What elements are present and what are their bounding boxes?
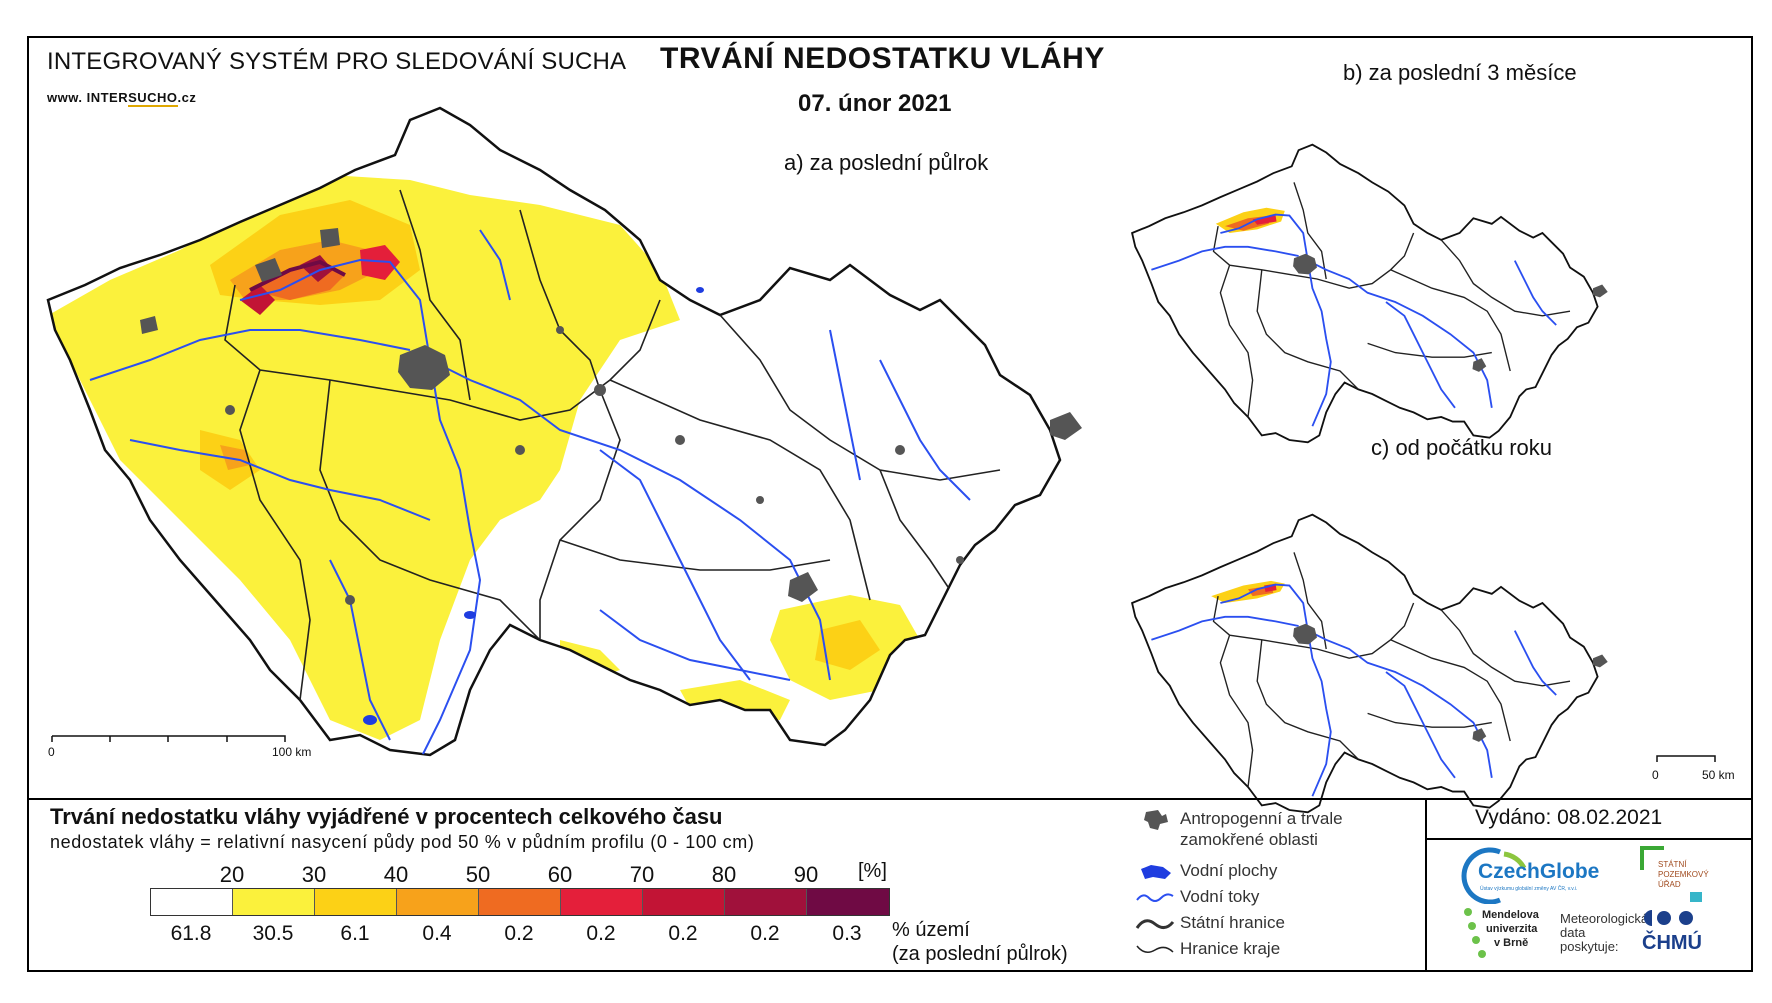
color-swatch bbox=[233, 889, 315, 915]
legend-water-bodies-label: Vodní plochy bbox=[1180, 861, 1278, 880]
area-note-line2: (za poslední půlrok) bbox=[892, 943, 1068, 965]
legend-region-border-label: Hranice kraje bbox=[1180, 939, 1281, 958]
scale-bar-small bbox=[1656, 755, 1716, 762]
panel-b-title: b) za poslední 3 měsíce bbox=[1343, 60, 1577, 85]
threshold-label: 60 bbox=[547, 862, 573, 887]
map-b bbox=[1131, 143, 1608, 444]
spu-logo-icon bbox=[1640, 846, 1664, 870]
legend-state-border: Státní hranice bbox=[1130, 912, 1285, 936]
area-percent: 0.2 bbox=[504, 922, 534, 945]
area-percent: 61.8 bbox=[170, 922, 212, 945]
scale-small-start: 0 bbox=[1652, 768, 1659, 782]
legend-anthropogenic-line2: zamokřené oblasti bbox=[1180, 830, 1318, 849]
legend-thresholds: 20 30 40 50 60 70 80 90 bbox=[150, 862, 890, 887]
issued-box bbox=[1425, 798, 1753, 840]
color-scale-bar bbox=[150, 888, 890, 916]
color-swatch bbox=[315, 889, 397, 915]
color-swatch bbox=[561, 889, 643, 915]
area-percent: 30.5 bbox=[252, 922, 294, 945]
threshold-label: 20 bbox=[219, 862, 245, 887]
scale-bar-main bbox=[51, 735, 286, 742]
logos-panel bbox=[1425, 840, 1753, 972]
threshold-label: 80 bbox=[711, 862, 737, 887]
spu-line3: ÚŘAD bbox=[1658, 880, 1681, 889]
panel-a-title: a) za poslední půlrok bbox=[784, 150, 989, 175]
gray-blob-icon bbox=[1130, 808, 1180, 832]
issued-date: Vydáno: 08.02.2021 bbox=[1475, 806, 1663, 829]
threshold-label: 40 bbox=[383, 862, 409, 887]
meteo-provider-note: Meteorologická data poskytuje: bbox=[1560, 912, 1648, 954]
area-note-line1: % území bbox=[892, 919, 970, 941]
anthropogenic-areas-main bbox=[140, 228, 1082, 605]
mendel-line2: univerzita bbox=[1486, 923, 1538, 935]
color-swatch bbox=[725, 889, 807, 915]
czechglobe-logo: CzechGlobe bbox=[1478, 860, 1600, 883]
mendel-line1: Mendelova bbox=[1482, 909, 1539, 921]
blue-blob-icon bbox=[1130, 860, 1180, 884]
color-swatch bbox=[151, 889, 233, 915]
legend-rivers: Vodní toky bbox=[1130, 886, 1259, 910]
color-swatch bbox=[397, 889, 479, 915]
chmu-logo: ČHMÚ bbox=[1642, 932, 1702, 954]
legend-anthropogenic-line1: Antropogenní a trvale bbox=[1180, 809, 1343, 828]
www-prefix: www. INTER bbox=[47, 90, 129, 105]
website-link[interactable]: www. INTERSUCHO.cz bbox=[47, 90, 197, 107]
main-title: TRVÁNÍ NEDOSTATKU VLÁHY bbox=[660, 42, 1105, 75]
legend-anthropogenic: Antropogenní a trvale zamokřené oblasti bbox=[1130, 808, 1343, 850]
legend-title: Trvání nedostatku vláhy vyjádřené v proc… bbox=[50, 804, 723, 829]
mendel-line3: v Brně bbox=[1494, 937, 1529, 949]
threshold-label: 70 bbox=[629, 862, 655, 887]
threshold-label: 30 bbox=[301, 862, 327, 887]
spu-line1: STÁTNÍ bbox=[1658, 860, 1687, 869]
area-percent: 0.2 bbox=[668, 922, 698, 945]
scale-small-end: 50 km bbox=[1702, 768, 1735, 782]
czechglobe-subtitle: Ústav výzkumu globální změny AV ČR, v.v.… bbox=[1480, 886, 1578, 892]
area-percent: 6.1 bbox=[340, 922, 370, 945]
color-swatch bbox=[479, 889, 561, 915]
meteo-line2: data bbox=[1560, 925, 1586, 940]
color-swatch bbox=[807, 889, 889, 915]
system-title: INTEGROVANÝ SYSTÉM PRO SLEDOVÁNÍ SUCHA bbox=[47, 48, 627, 75]
region-borders-main bbox=[224, 189, 1001, 701]
scale-main-end: 100 km bbox=[272, 745, 312, 759]
blue-wave-icon bbox=[1130, 886, 1180, 910]
single-wave-icon bbox=[1130, 938, 1180, 962]
area-percent: 0.2 bbox=[586, 922, 616, 945]
www-brand: SUCHO bbox=[128, 90, 178, 107]
scale-main-start: 0 bbox=[48, 745, 55, 759]
main-map bbox=[46, 106, 1082, 757]
area-percent: 0.4 bbox=[422, 922, 452, 945]
map-c bbox=[1131, 513, 1608, 814]
legend-panel bbox=[27, 798, 1753, 972]
spu-accent-icon bbox=[1690, 892, 1702, 902]
czechglobe-logo-icon bbox=[1461, 847, 1527, 904]
legend-state-border-label: Státní hranice bbox=[1180, 913, 1285, 932]
spu-logo: STÁTNÍ POZEMKOVÝ ÚŘAD bbox=[1658, 860, 1709, 890]
area-percent: 0.3 bbox=[832, 922, 862, 945]
legend-unit: [%] bbox=[858, 860, 887, 882]
threshold-label: 50 bbox=[465, 862, 491, 887]
meteo-line1: Meteorologická bbox=[1560, 911, 1649, 926]
legend-subtitle: nedostatek vláhy = relativní nasycení pů… bbox=[50, 832, 755, 852]
chmu-symbol-icon bbox=[1644, 910, 1693, 926]
spu-line2: POZEMKOVÝ bbox=[1658, 870, 1709, 879]
threshold-label: 90 bbox=[793, 862, 819, 887]
water-bodies-main bbox=[363, 287, 704, 725]
color-swatch bbox=[643, 889, 725, 915]
mendel-dots-icon bbox=[1464, 908, 1486, 958]
area-percentages: 61.8 30.5 6.1 0.4 0.2 0.2 0.2 0.2 0.3 bbox=[150, 922, 890, 946]
area-note: % území (za poslední půlrok) bbox=[892, 918, 1068, 966]
legend-rivers-label: Vodní toky bbox=[1180, 887, 1260, 906]
area-percent: 0.2 bbox=[750, 922, 780, 945]
mendel-logo: Mendelova univerzita v Brně bbox=[1482, 908, 1539, 950]
panel-c-title: c) od počátku roku bbox=[1371, 435, 1552, 460]
legend-region-border: Hranice kraje bbox=[1130, 938, 1280, 962]
meteo-line3: poskytuje: bbox=[1560, 939, 1619, 954]
www-suffix: .cz bbox=[177, 90, 197, 105]
double-wave-icon bbox=[1130, 912, 1180, 936]
map-date: 07. únor 2021 bbox=[798, 90, 952, 117]
legend-water-bodies: Vodní plochy bbox=[1130, 860, 1277, 884]
